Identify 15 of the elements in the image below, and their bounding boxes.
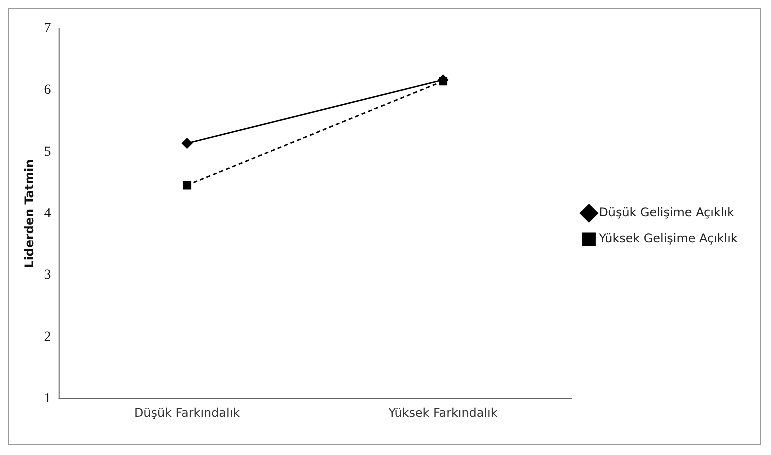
y-tick-label: 6 [44, 83, 52, 98]
y-tick-label: 5 [44, 144, 52, 160]
y-tick-label: 3 [44, 268, 52, 284]
y-tick-label: 2 [44, 330, 52, 345]
y-tick-label: 4 [44, 206, 52, 222]
y-tick-label: 1 [44, 391, 52, 406]
y-tick-label: 7 [44, 22, 52, 37]
legend-label: Düşük Gelişime Açıklık [599, 206, 734, 220]
x-tick-label: Düşük Farkındalık [134, 406, 240, 420]
point [182, 181, 192, 190]
point [182, 138, 193, 149]
legend-label: Yüksek Gelişime Açıklık [598, 232, 738, 246]
y-axis-title: Liderden Tatmin [22, 159, 36, 268]
x-tick-label: Yüksek Farkındalık [388, 406, 498, 420]
point [439, 77, 448, 86]
